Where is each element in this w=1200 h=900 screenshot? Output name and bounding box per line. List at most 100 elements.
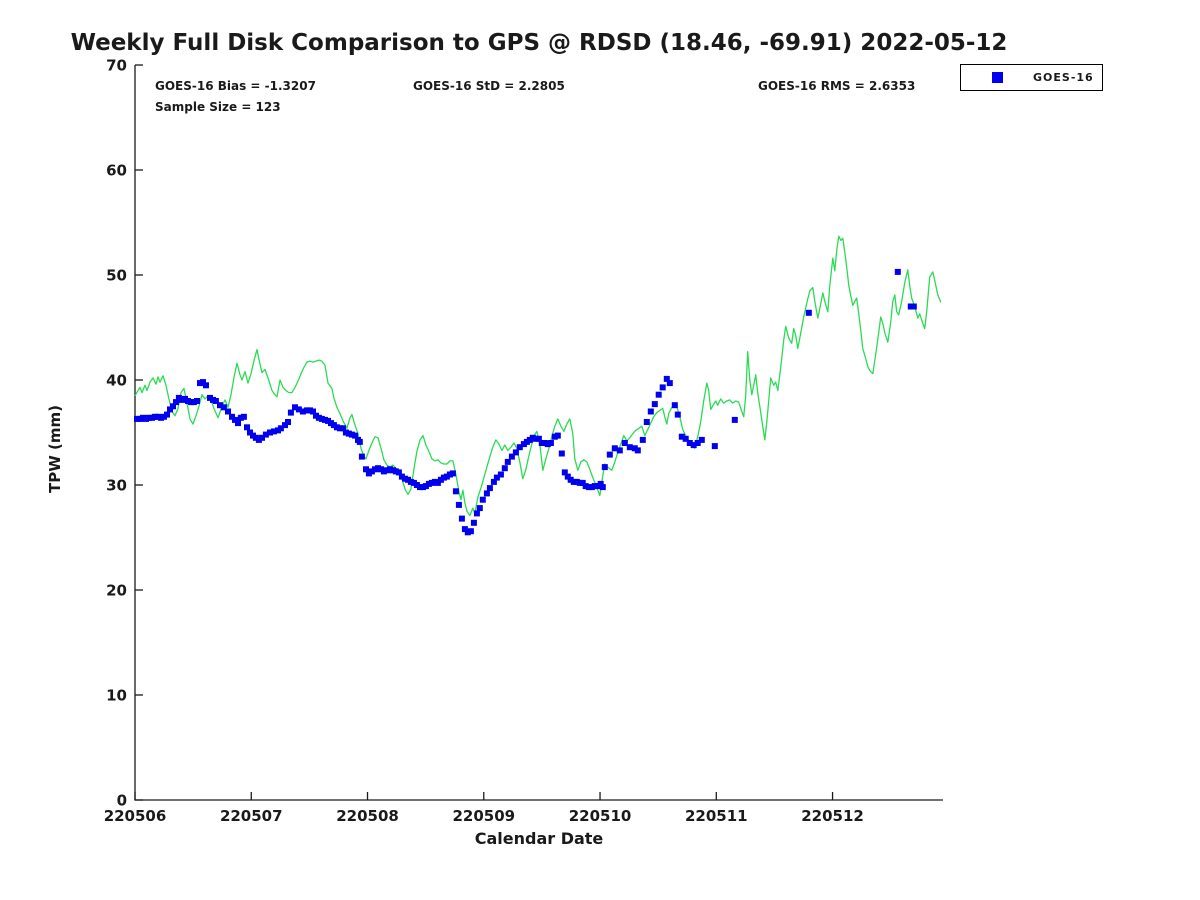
goes16-marker bbox=[310, 408, 316, 415]
goes16-marker bbox=[217, 402, 223, 409]
goes16-marker bbox=[449, 470, 456, 477]
stat-sample-size: Sample Size = 123 bbox=[155, 100, 281, 114]
stat-std: GOES-16 StD = 2.2805 bbox=[413, 79, 565, 93]
goes16-marker bbox=[621, 440, 628, 446]
goes16-marker bbox=[711, 443, 718, 450]
goes16-marker bbox=[220, 404, 227, 411]
goes16-marker bbox=[270, 428, 277, 435]
goes16-marker bbox=[666, 380, 673, 387]
goes16-marker bbox=[501, 465, 508, 472]
goes16-marker bbox=[470, 519, 477, 526]
y-tick-label: 20 bbox=[106, 582, 127, 600]
goes16-marker bbox=[363, 466, 369, 473]
axes bbox=[134, 64, 943, 801]
goes16-marker bbox=[512, 449, 519, 456]
goes16-marker bbox=[458, 515, 465, 522]
goes16-marker bbox=[247, 429, 253, 436]
x-tick-label: 220511 bbox=[685, 807, 748, 825]
goes16-marker bbox=[255, 436, 262, 443]
goes16-marker bbox=[651, 401, 658, 408]
goes16-marker bbox=[686, 440, 693, 446]
goes16-marker bbox=[479, 496, 486, 503]
goes16-marker bbox=[639, 436, 646, 443]
goes16-marker bbox=[698, 436, 705, 443]
gps-line bbox=[134, 235, 942, 517]
goes16-marker bbox=[558, 450, 565, 457]
goes16-marker bbox=[493, 474, 500, 481]
goes16-marker bbox=[643, 419, 650, 425]
goes16-marker bbox=[497, 471, 504, 478]
goes16-marker bbox=[490, 478, 497, 485]
goes16-marker bbox=[225, 408, 231, 415]
goes16-marker bbox=[356, 438, 363, 445]
goes16-marker bbox=[659, 384, 666, 391]
goes16-legend-marker-icon bbox=[992, 72, 1003, 83]
goes16-marker bbox=[611, 445, 618, 452]
goes16-marker bbox=[358, 453, 365, 460]
goes16-marker bbox=[606, 451, 613, 458]
goes16-marker bbox=[663, 375, 670, 382]
chart-title: Weekly Full Disk Comparison to GPS @ RDS… bbox=[70, 30, 1008, 56]
goes16-marker bbox=[601, 464, 608, 471]
goes16-marker bbox=[303, 407, 310, 414]
goes16-marker bbox=[190, 399, 197, 406]
goes16-marker bbox=[508, 453, 515, 460]
x-tick-label: 220508 bbox=[336, 807, 399, 825]
x-tick-label: 220512 bbox=[801, 807, 864, 825]
goes16-marker bbox=[292, 404, 298, 411]
stat-rms: GOES-16 RMS = 2.6353 bbox=[758, 79, 916, 93]
goes16-marker bbox=[267, 429, 273, 436]
axis-lines bbox=[134, 65, 943, 801]
goes16-marker bbox=[333, 424, 340, 431]
goes16-marker bbox=[244, 424, 250, 431]
goes16-marker bbox=[731, 416, 738, 423]
goes16-marker bbox=[285, 419, 291, 425]
goes16-marker bbox=[212, 398, 219, 404]
goes16-marker bbox=[634, 447, 641, 454]
goes16-marker bbox=[476, 505, 483, 512]
y-tick-label: 0 bbox=[117, 792, 127, 810]
goes16-marker bbox=[564, 473, 571, 480]
goes16-marker bbox=[368, 468, 375, 475]
goes16-marker bbox=[599, 484, 606, 491]
goes16-marker bbox=[529, 434, 536, 441]
goes16-marker bbox=[682, 435, 689, 442]
goes16-marker bbox=[678, 433, 685, 440]
goes16-marker bbox=[194, 398, 200, 404]
y-tick-label: 30 bbox=[106, 477, 127, 495]
goes16-marker bbox=[277, 425, 284, 432]
goes16-marker bbox=[170, 403, 176, 410]
goes16-marker bbox=[894, 268, 901, 275]
goes16-marker bbox=[467, 528, 474, 535]
goes16-marker bbox=[461, 526, 468, 533]
goes16-marker bbox=[395, 469, 402, 476]
goes16-marker bbox=[352, 432, 358, 439]
goes16-marker bbox=[398, 473, 405, 480]
goes16-marker bbox=[340, 425, 346, 432]
x-tick-label: 220509 bbox=[452, 807, 515, 825]
goes16-marker bbox=[483, 490, 490, 497]
y-tick-label: 70 bbox=[106, 57, 127, 75]
goes16-marker bbox=[473, 510, 480, 517]
goes16-marker bbox=[348, 431, 355, 438]
goes16-marker bbox=[203, 382, 209, 389]
goes16-marker bbox=[160, 413, 167, 420]
goes16-marker bbox=[647, 408, 654, 415]
goes16-marker bbox=[616, 447, 623, 454]
goes16-marker bbox=[554, 432, 561, 439]
goes16-marker bbox=[626, 444, 633, 451]
goes16-marker bbox=[535, 435, 542, 442]
goes16-marker bbox=[175, 394, 182, 401]
goes16-marker bbox=[229, 413, 235, 420]
goes16-marker bbox=[655, 391, 662, 398]
goes16-marker bbox=[582, 483, 589, 490]
goes16-marker bbox=[452, 488, 459, 495]
goes16-marker bbox=[464, 529, 471, 536]
y-tick-label: 60 bbox=[106, 162, 127, 180]
goes16-marker bbox=[383, 467, 390, 474]
goes16-marker bbox=[413, 482, 420, 488]
goes16-marker bbox=[232, 416, 238, 423]
goes16-marker bbox=[167, 406, 173, 413]
